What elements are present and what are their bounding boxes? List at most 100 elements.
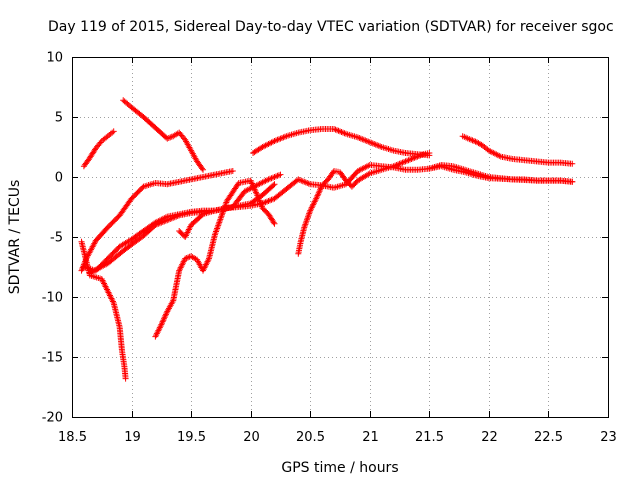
data-point: [250, 184, 257, 191]
data-point: [252, 187, 259, 194]
data-point: [163, 309, 170, 316]
y-tick-labels: -20 -15 -10 -5 0 5 10: [42, 51, 63, 426]
data-point: [267, 197, 274, 204]
data-point: [315, 189, 322, 196]
data-point: [160, 315, 167, 322]
data-point: [317, 185, 324, 192]
data-point: [301, 178, 308, 185]
data-point: [302, 179, 309, 186]
x-tick-label: 18.5: [58, 430, 87, 445]
data-point: [271, 220, 278, 227]
data-point: [354, 134, 361, 141]
data-point: [296, 177, 303, 183]
data-point: [339, 129, 346, 136]
data-point: [274, 136, 281, 143]
data-point: [295, 176, 302, 183]
x-tick-label: 20.5: [296, 430, 325, 445]
x-tick-label: 23: [600, 430, 617, 445]
y-tick-label: 0: [55, 171, 63, 186]
series-arc-12: [459, 133, 576, 167]
data-point: [170, 214, 177, 221]
data-marks: [78, 97, 576, 382]
data-point: [249, 182, 256, 188]
data-point: [337, 128, 343, 135]
data-point: [316, 188, 323, 195]
y-tick-label: -5: [50, 231, 63, 246]
series-arc-11: [426, 162, 576, 185]
data-point: [359, 136, 366, 143]
data-point: [399, 159, 406, 166]
data-point: [406, 156, 413, 163]
data-point: [313, 194, 320, 201]
data-point: [271, 181, 278, 188]
data-point: [338, 129, 345, 135]
data-point: [270, 138, 276, 145]
x-tick-label: 22: [481, 430, 498, 445]
data-point: [183, 255, 190, 261]
data-point: [415, 153, 422, 159]
data-point: [305, 180, 312, 187]
data-point: [426, 150, 433, 156]
data-point: [417, 152, 424, 159]
data-point: [158, 219, 165, 226]
data-point: [471, 138, 477, 144]
series-arc-9: [250, 126, 433, 159]
series-arc-10: [295, 150, 433, 257]
data-point: [277, 171, 284, 178]
data-point: [298, 177, 305, 184]
data-point: [259, 200, 266, 207]
data-point: [174, 213, 181, 219]
data-point: [270, 182, 277, 189]
data-point: [360, 136, 367, 143]
data-point: [248, 180, 255, 187]
data-point: [341, 130, 348, 137]
data-point: [267, 175, 274, 182]
data-point: [174, 130, 181, 137]
data-point: [317, 186, 324, 193]
data-point: [375, 142, 382, 149]
series-arc-1: [80, 128, 117, 170]
data-point: [357, 135, 364, 142]
data-point: [332, 126, 339, 133]
data-point: [153, 221, 160, 228]
data-point: [281, 133, 288, 140]
y-tick-label: -10: [42, 291, 63, 306]
data-point: [264, 177, 271, 184]
data-point: [365, 138, 372, 145]
data-point: [356, 135, 363, 141]
data-point: [331, 126, 338, 132]
data-point: [162, 312, 169, 319]
data-point: [168, 215, 175, 222]
x-tick-label: 19: [124, 430, 141, 445]
data-point: [569, 178, 576, 185]
data-point: [199, 165, 206, 172]
data-point: [268, 175, 275, 182]
data-point: [109, 129, 116, 136]
data-point: [250, 183, 257, 190]
data-point: [173, 213, 180, 220]
x-tick-labels: 18.5 19 19.5 20 20.5 21 21.5 22 22.5 23: [58, 430, 617, 445]
data-point: [152, 222, 159, 228]
data-point: [398, 160, 405, 167]
data-point: [270, 219, 277, 226]
x-tick-label: 21: [362, 430, 379, 445]
x-tick-label: 22.5: [534, 430, 563, 445]
data-point: [159, 219, 166, 225]
data-point: [167, 216, 174, 222]
data-point: [330, 169, 337, 176]
data-point: [395, 161, 402, 168]
data-point: [155, 220, 162, 227]
data-point: [411, 154, 418, 161]
data-point: [165, 135, 172, 141]
data-point: [414, 153, 421, 160]
data-point: [372, 141, 379, 148]
data-point: [496, 152, 503, 159]
data-point: [365, 171, 372, 178]
data-point: [265, 176, 272, 183]
data-point: [162, 217, 169, 224]
data-point: [251, 186, 258, 193]
data-point: [363, 138, 370, 144]
data-point: [390, 163, 397, 170]
data-point: [408, 156, 415, 162]
